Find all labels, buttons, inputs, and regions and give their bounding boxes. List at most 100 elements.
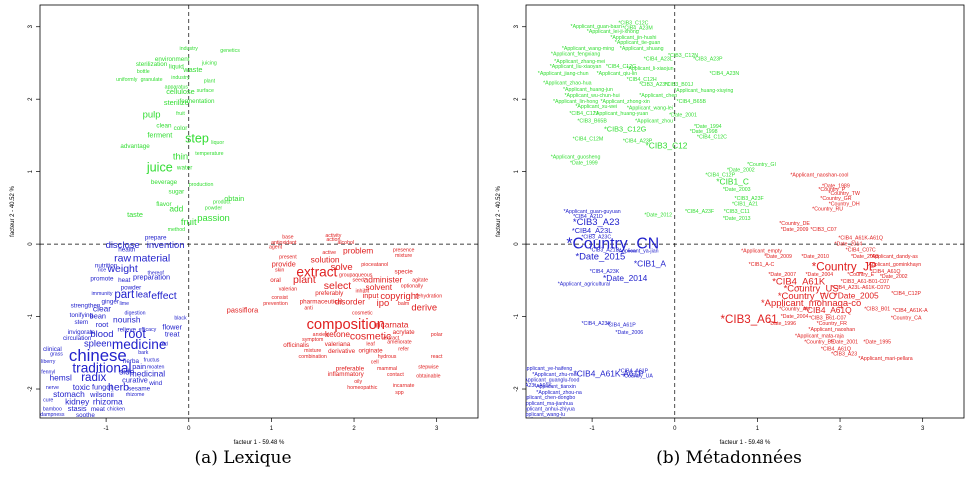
data-label-blue: nourish — [113, 314, 141, 324]
data-label-blue: prepare — [145, 234, 167, 241]
data-label-red: derivative — [328, 348, 355, 355]
data-label-red: composition — [307, 317, 385, 333]
data-label-green: *CIB3_C12C — [618, 21, 648, 27]
data-label-blue: grass — [50, 352, 63, 358]
data-label-green: *CIB4_B65B — [677, 99, 707, 105]
data-label-red: *Date_1996 — [768, 321, 796, 327]
data-label-red: officinalis — [283, 342, 309, 349]
data-label-blue: wind — [148, 380, 162, 387]
data-label-blue: part — [114, 289, 135, 301]
x-tick-label: 0 — [187, 426, 191, 432]
data-label-red: *Country_P — [818, 187, 845, 193]
data-label-red: *CIB4_A61Q — [870, 269, 900, 275]
data-label-blue: wilsonii — [89, 390, 114, 399]
y-tick-label: 0 — [28, 242, 34, 246]
data-label-green: *Applicant_wu-chun-hui — [565, 93, 620, 99]
data-label-green: taste — [127, 210, 143, 219]
data-label-blue: thereof — [148, 270, 165, 276]
data-label-blue: leaf — [136, 289, 152, 300]
data-label-green: passion — [197, 213, 230, 224]
data-label-red: *CIB4_A61K-A — [893, 308, 928, 314]
data-label-blue: effect — [151, 290, 177, 302]
data-label-green: cellulose — [166, 87, 195, 96]
data-label-red: *Date_2004 — [781, 314, 809, 320]
data-label-red: seed — [352, 278, 363, 284]
data-label-blue: fructus — [144, 357, 160, 363]
data-label-green: add — [169, 204, 183, 214]
data-label-red: *Date_2014 — [834, 241, 862, 247]
data-label-blue: meat — [91, 406, 105, 413]
data-label-red: agitate — [412, 278, 428, 284]
scatter-plot-metadonnees: -1 0 1 2 3 -2 -1 0 1 2 3 facteur 1 - 59.48 % facteur… — [496, 4, 965, 445]
data-label-red: *CIB4_A61K-A61Q — [838, 236, 883, 242]
data-label-red: *Country_JP — [812, 261, 877, 273]
data-label-red: incarnata — [374, 319, 409, 329]
data-label-green: *Applicant_chen — [639, 93, 677, 99]
data-label-red: active — [322, 250, 336, 256]
data-label-green: *Date_1999 — [570, 160, 598, 166]
plot-frame — [525, 4, 965, 419]
data-label-red: *Country_WO — [778, 291, 836, 302]
data-label-red: oily — [354, 379, 362, 385]
data-label-blue: stasis — [68, 404, 87, 413]
data-label-green: *Applicant_huang-xiuying — [674, 88, 733, 94]
data-label-blue: invigorate — [68, 329, 96, 336]
data-label-red: cell — [371, 360, 379, 366]
data-label-green: flavor — [156, 201, 171, 208]
data-label-green: granulate — [141, 77, 163, 83]
data-label-red: *Applicant_empty — [741, 249, 782, 255]
data-label-green: *Applicant_liu-xiaoyan — [550, 64, 602, 70]
data-label-red: *CIB3_A61 — [721, 314, 778, 326]
data-label-red: *Country_BE — [804, 339, 835, 345]
data-label-red: balm — [398, 301, 410, 307]
data-label-red: *Country_RU — [812, 207, 843, 213]
data-label-red: hydrous — [378, 354, 397, 360]
data-label-blue: *CIB3_A21D — [590, 247, 620, 253]
data-label-blue: blood — [90, 329, 113, 340]
data-label-red: incarnate — [393, 383, 415, 389]
data-label-green: *CIB3_B65B — [577, 118, 607, 124]
data-label-blue: bamboo — [43, 407, 62, 413]
data-label-blue: ginger — [101, 299, 119, 306]
y-tick-label: 3 — [28, 24, 34, 28]
x-tick-label: 0 — [673, 426, 677, 432]
data-label-blue: *CIB4_A23L-A61K — [508, 383, 552, 389]
x-tick-label: 2 — [838, 426, 842, 432]
data-label-red: *Date_1995 — [863, 339, 891, 345]
data-label-blue: *CIB4_A61P — [606, 323, 636, 329]
data-label-green: *Date_2013 — [723, 216, 751, 222]
data-label-red: *CIB3_B01 — [864, 307, 890, 313]
data-label-blue: *Applicant_ya-jian — [617, 249, 659, 255]
data-label-green: *Date_1994 — [694, 124, 722, 130]
data-label-green: genetics — [220, 48, 240, 54]
data-label-green: *Applicant_qiu-lin — [597, 71, 638, 77]
y-tick-label: -1 — [514, 313, 520, 319]
data-label-green: *CIB1_A21 — [732, 202, 758, 208]
data-label-red: mixture — [304, 348, 321, 354]
data-label-blue: strengthen — [71, 302, 101, 309]
data-label-blue: digestion — [125, 310, 146, 316]
data-label-blue: red — [160, 341, 168, 347]
data-label-red: *Date_2003 — [851, 254, 879, 260]
data-label-green: production — [189, 182, 214, 188]
data-label-green: *Applicant_shuang — [620, 46, 664, 52]
data-label-green: *CIB3_A23F — [735, 196, 764, 202]
y-tick-label: 1 — [514, 169, 520, 173]
data-label-green: beverage — [151, 179, 178, 186]
data-label-green: sterilize — [164, 98, 189, 107]
data-label-green: *Date_2001 — [669, 113, 697, 119]
data-label-green: sterilization — [136, 61, 168, 68]
data-label-blue: side — [119, 367, 135, 377]
data-label-blue: *Date_2014 — [603, 273, 648, 283]
y-tick-label: 1 — [28, 169, 34, 173]
data-label-blue: pain — [132, 362, 146, 371]
data-label-blue: black — [174, 315, 187, 321]
data-label-blue: *Date_2006 — [615, 330, 643, 336]
data-label-green: *Applicant_tie-guan — [615, 40, 661, 46]
data-label-green: apparatus — [165, 84, 189, 90]
data-label-red: *Country_TW — [828, 191, 860, 197]
data-label-red: *Applicant_dandy-as — [870, 254, 919, 260]
data-label-red: *Applicant_mari-pellara — [858, 356, 912, 362]
y-tick-label: -1 — [28, 313, 34, 319]
data-label-red: *Applicant_mata-raja — [795, 334, 844, 340]
